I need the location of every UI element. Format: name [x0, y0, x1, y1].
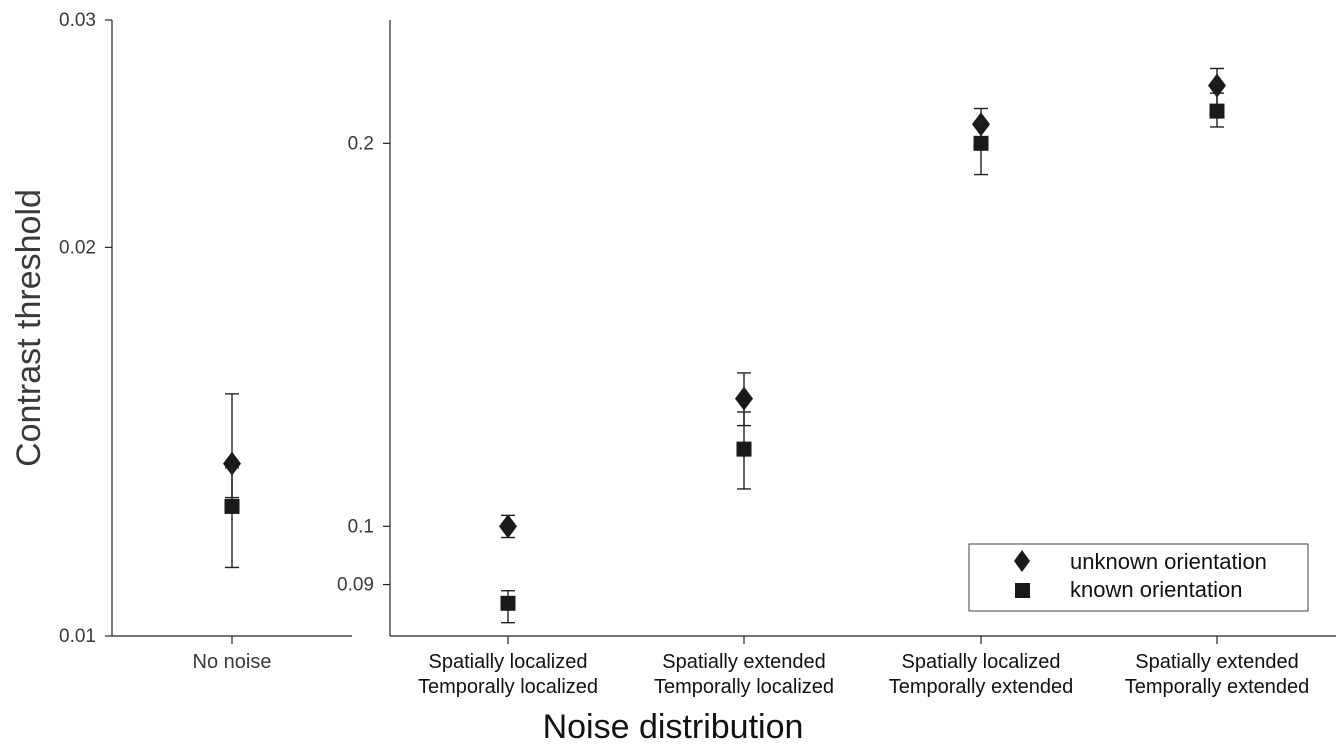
y-tick-label: 0.1	[348, 516, 374, 537]
category-label: Spatially extended	[662, 651, 825, 673]
legend-diamond-marker	[1014, 550, 1030, 572]
category-label: Spatially extended	[1135, 651, 1298, 673]
x-axis-label: Noise distribution	[543, 708, 804, 745]
category-label: Spatially localized	[429, 651, 588, 673]
y-tick-label: 0.01	[59, 626, 96, 647]
known-orientation-point	[500, 595, 516, 611]
right-data-marks	[499, 67, 1226, 624]
legend-label-unknown: unknown orientation	[1070, 549, 1267, 574]
category-label: Spatially localized	[902, 651, 1061, 673]
known-orientation-point	[224, 498, 240, 514]
known-orientation-point	[973, 135, 989, 151]
legend-label-known: known orientation	[1070, 577, 1242, 602]
right-category-labels: Spatially localized Temporally localized S…	[418, 636, 1309, 698]
category-label: Temporally extended	[889, 676, 1074, 698]
known-orientation-point	[736, 441, 752, 457]
y-axis-label: Contrast threshold	[10, 189, 48, 467]
y-tick-label: 0.2	[348, 133, 374, 154]
legend-square-marker	[1015, 583, 1030, 598]
known-orientation-point	[1209, 103, 1225, 119]
y-tick-label: 0.09	[337, 575, 374, 596]
no-noise-panel: Contrast threshold 0.01 0.02 0.03 No noise	[10, 10, 352, 673]
unknown-orientation-point	[223, 451, 241, 476]
legend: unknown orientation known orientation	[968, 543, 1309, 612]
category-label: Temporally localized	[418, 676, 598, 698]
category-label: Temporally localized	[654, 676, 834, 698]
left-data-marks	[223, 393, 241, 569]
y-tick-label: 0.03	[59, 10, 96, 31]
noise-panel: 0.09 0.1 0.2 Spatially localized Temporally…	[337, 20, 1336, 745]
y-tick-label: 0.02	[59, 237, 96, 258]
unknown-orientation-point	[735, 386, 753, 411]
category-label: No noise	[193, 651, 272, 673]
left-category-labels: No noise	[193, 636, 272, 673]
left-y-ticks: 0.01 0.02 0.03	[59, 10, 112, 647]
unknown-orientation-point	[1208, 73, 1226, 98]
unknown-orientation-point	[499, 514, 517, 539]
right-y-ticks: 0.09 0.1 0.2	[337, 133, 390, 596]
category-label: Temporally extended	[1125, 676, 1310, 698]
